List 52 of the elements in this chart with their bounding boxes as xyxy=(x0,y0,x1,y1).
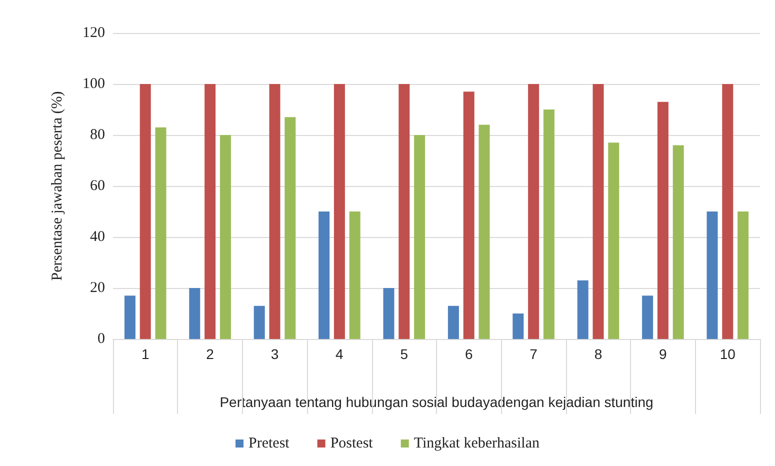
bar xyxy=(706,212,718,339)
x-tick-label: 9 xyxy=(659,346,668,362)
bar xyxy=(140,84,151,339)
bar xyxy=(543,110,554,339)
x-tick-label: 1 xyxy=(141,346,150,362)
bar xyxy=(672,145,684,339)
bar xyxy=(642,296,654,339)
x-tick-label: 10 xyxy=(720,346,736,362)
legend-label: Postest xyxy=(330,436,374,452)
y-tick-label: 60 xyxy=(90,178,105,194)
bar xyxy=(220,135,231,339)
bar xyxy=(414,135,426,339)
x-tick-label: 5 xyxy=(400,346,408,362)
bar xyxy=(512,314,524,339)
bar xyxy=(254,306,265,339)
bar xyxy=(155,127,166,339)
y-tick-label: 100 xyxy=(82,76,105,92)
bar xyxy=(284,117,296,339)
x-tick-label: 4 xyxy=(336,346,344,362)
bar xyxy=(318,212,330,339)
bar xyxy=(722,84,734,339)
y-tick-label: 0 xyxy=(98,331,105,347)
x-tick-label: 7 xyxy=(530,346,538,362)
bar xyxy=(334,84,345,339)
bar xyxy=(592,84,604,339)
bar xyxy=(204,84,216,339)
x-tick-label: 8 xyxy=(594,346,602,362)
bar xyxy=(463,92,474,339)
y-tick-label: 120 xyxy=(82,25,105,41)
bar xyxy=(269,84,280,339)
x-tick-label: 2 xyxy=(206,346,214,362)
x-axis-title: Pertanyaan tentang hubungan sosial budayadengan kejadian stunting xyxy=(220,394,654,410)
y-tick-label: 40 xyxy=(90,229,105,245)
bar xyxy=(608,142,620,339)
bar xyxy=(738,212,749,339)
legend-label: Pretest xyxy=(248,436,290,452)
y-tick-label: 80 xyxy=(90,127,105,143)
x-tick-label: 3 xyxy=(270,346,279,362)
y-tick-label: 20 xyxy=(90,280,105,296)
bar xyxy=(577,280,588,339)
bar xyxy=(189,288,200,339)
y-axis-title: Persentase jawaban peserta (%) xyxy=(50,91,66,281)
x-tick-label: 6 xyxy=(464,346,473,362)
bar xyxy=(448,306,459,339)
bar xyxy=(398,84,410,339)
bar xyxy=(478,124,490,339)
legend-label: Tingkat keberhasilan xyxy=(414,436,540,452)
bar xyxy=(383,288,394,339)
bar xyxy=(528,84,540,339)
bar xyxy=(124,296,136,339)
bar xyxy=(349,212,360,339)
bar xyxy=(657,102,668,339)
